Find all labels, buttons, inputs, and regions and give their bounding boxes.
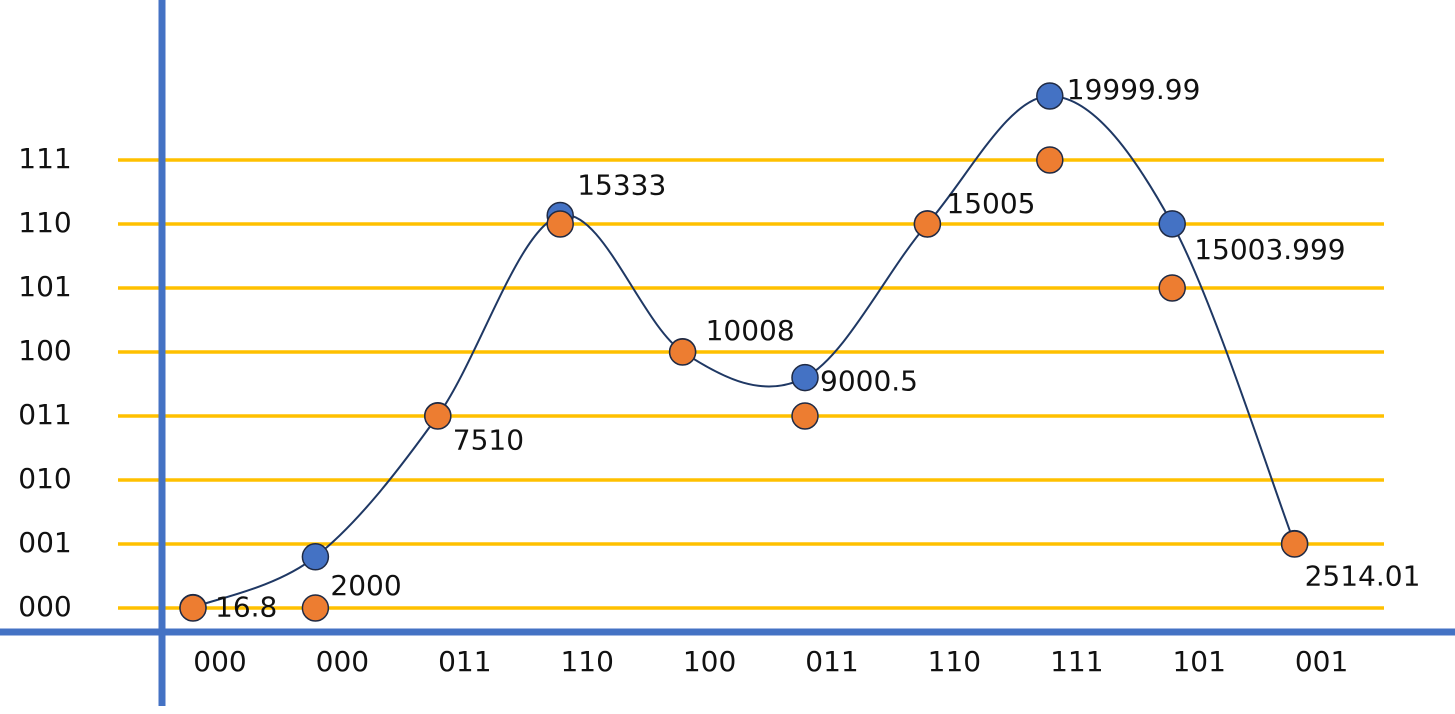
x-tick-label: 000 xyxy=(193,645,246,678)
x-tick-label: 001 xyxy=(1295,645,1348,678)
quantized-point xyxy=(913,210,942,238)
quantized-point xyxy=(301,594,330,622)
signal-curve xyxy=(192,95,1296,609)
value-label: 2514.01 xyxy=(1305,560,1421,593)
y-tick-label: 011 xyxy=(18,398,71,431)
quantized-point xyxy=(1280,530,1309,558)
x-tick-label: 100 xyxy=(683,645,736,678)
x-tick-label: 110 xyxy=(560,645,613,678)
y-tick-label: 010 xyxy=(18,462,71,495)
value-label: 2000 xyxy=(330,569,401,602)
quantized-point xyxy=(546,210,574,238)
y-tick-label: 110 xyxy=(18,206,71,239)
quantized-point xyxy=(179,594,207,622)
value-label: 9000.5 xyxy=(820,365,918,398)
quantized-point xyxy=(1036,146,1064,174)
value-label: 15003.999 xyxy=(1194,233,1345,266)
y-tick-label: 100 xyxy=(18,334,71,367)
y-tick-label: 111 xyxy=(18,142,71,175)
sample-point xyxy=(301,543,330,571)
x-tick-label: 011 xyxy=(805,645,858,678)
value-label: 7510 xyxy=(453,424,524,457)
quantized-point xyxy=(668,338,697,366)
sample-point xyxy=(1036,82,1064,110)
value-label: 15333 xyxy=(577,168,666,201)
y-tick-label: 000 xyxy=(18,590,71,623)
sample-point xyxy=(791,363,819,392)
quantized-point xyxy=(791,402,819,430)
y-tick-label: 001 xyxy=(18,526,71,559)
x-tick-label: 000 xyxy=(316,645,369,678)
x-tick-label: 101 xyxy=(1172,645,1225,678)
quantized-point xyxy=(1158,274,1186,302)
x-tick-label: 111 xyxy=(1050,645,1103,678)
value-label: 15005 xyxy=(946,187,1035,220)
quantized-point xyxy=(424,402,452,430)
x-tick-label: 011 xyxy=(438,645,491,678)
y-tick-label: 101 xyxy=(18,270,71,303)
sample-point xyxy=(1158,210,1186,238)
value-label: 16.8 xyxy=(215,591,277,624)
value-label: 19999.99 xyxy=(1067,73,1201,106)
value-label: 10008 xyxy=(706,314,795,347)
x-tick-label: 110 xyxy=(928,645,981,678)
